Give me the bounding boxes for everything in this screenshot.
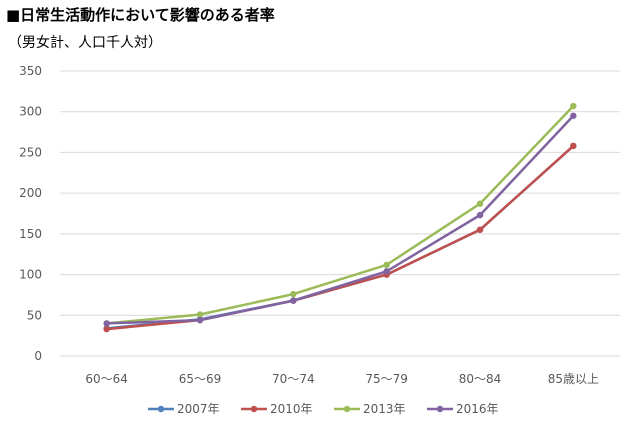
legend-label: 2010年 [270,402,313,416]
data-point [290,290,297,298]
series-line [106,114,575,325]
x-tick-label: 75～79 [365,372,408,386]
y-tick-label: 350 [19,64,42,78]
legend: 2007年 2010年 2013年 2016年 [148,402,499,416]
chart-subtitle: （男女計、人口千人対） [8,35,162,51]
series-2013年 [103,102,577,327]
legend-marker [157,405,165,413]
data-point [383,261,390,268]
legend-marker [250,405,258,413]
y-tick-label: 100 [19,268,42,282]
x-tick-label: 70～74 [272,372,315,386]
data-point [103,320,110,327]
legend-marker [343,405,351,413]
series-line [106,144,575,331]
data-point [476,226,484,233]
legend-item: 2010年 [241,402,313,416]
chart-title: ■日常生活動作において影響のある者率 [6,6,275,24]
legend-label: 2013年 [363,402,406,416]
legend-item: 2013年 [334,402,406,416]
y-tick-label: 300 [19,105,42,119]
series-2016年 [103,112,577,327]
x-tick-label: 80～84 [459,372,502,386]
data-point [196,316,204,324]
x-tick-label: 60～64 [85,372,128,386]
data-point [476,200,484,207]
data-point [290,297,297,304]
series-lines [103,102,577,333]
x-tick-label: 85歳以上 [548,372,599,386]
y-tick-label: 50 [27,308,42,322]
series-line [106,144,575,330]
data-point [570,142,577,150]
series-line [106,105,575,325]
y-tick-label: 0 [34,349,42,363]
legend-label: 2016年 [456,402,499,416]
data-point [196,311,204,318]
series-2010年 [103,142,577,333]
data-point [383,268,390,275]
legend-item: 2016年 [427,402,499,416]
legend-label: 2007年 [177,402,220,416]
y-tick-label: 200 [19,186,42,200]
data-point [570,112,577,119]
x-tick-label: 65～69 [179,372,222,386]
series-2007年 [103,142,577,332]
y-tick-label: 250 [19,145,42,159]
data-point [103,325,110,333]
gridlines [60,70,620,357]
y-tick-label: 150 [19,227,42,241]
data-point [476,211,484,219]
legend-marker [436,405,444,413]
legend-item: 2007年 [148,402,220,416]
y-axis-ticks: 0 50 100 150 200 250 300 350 [19,64,42,363]
x-axis-ticks: 60～64 65～69 70～74 75～79 80～84 85歳以上 [85,372,599,386]
data-point [570,102,577,110]
